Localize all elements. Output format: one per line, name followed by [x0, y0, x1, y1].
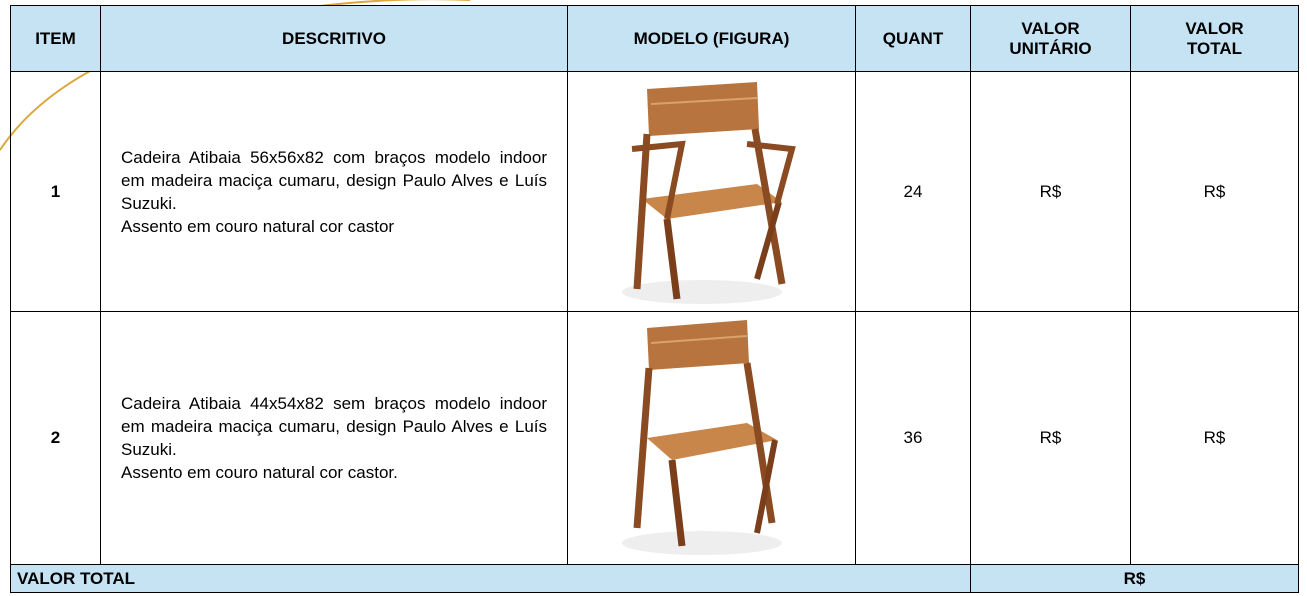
header-cell: VALOR TOTAL	[1130, 5, 1299, 72]
chair-image	[597, 74, 827, 309]
total-value: R$	[1130, 71, 1299, 312]
header-cell: VALOR UNITÁRIO	[970, 5, 1131, 72]
item-row: 1 Cadeira Atibaia 56x56x82 com braços mo…	[10, 71, 1299, 312]
item-number: 2	[10, 311, 101, 565]
total-value: R$	[1130, 311, 1299, 565]
description-note: Assento em couro natural cor castor	[121, 216, 395, 236]
price-table: ITEM DESCRITIVO MODELO (FIGURA) QUANT VA…	[10, 5, 1299, 593]
footer-value: R$	[970, 564, 1299, 593]
header-cell: ITEM	[10, 5, 101, 72]
unit-value: R$	[970, 311, 1131, 565]
quantity: 24	[855, 71, 971, 312]
description-cell: Cadeira Atibaia 56x56x82 com braços mode…	[100, 71, 568, 312]
item-number: 1	[10, 71, 101, 312]
description-cell: Cadeira Atibaia 44x54x82 sem braços mode…	[100, 311, 568, 565]
model-cell	[567, 311, 856, 565]
quantity: 36	[855, 311, 971, 565]
unit-value: R$	[970, 71, 1131, 312]
item-row: 2 Cadeira Atibaia 44x54x82 sem braços mo…	[10, 311, 1299, 565]
footer-row: VALOR TOTAL R$	[10, 564, 1299, 593]
footer-label: VALOR TOTAL	[10, 564, 971, 593]
chair-image	[597, 318, 827, 558]
header-cell: QUANT	[855, 5, 971, 72]
header-cell: DESCRITIVO	[100, 5, 568, 72]
model-cell	[567, 71, 856, 312]
header-cell: MODELO (FIGURA)	[567, 5, 856, 72]
description: Cadeira Atibaia 56x56x82 com braços mode…	[121, 147, 547, 213]
header-row: ITEM DESCRITIVO MODELO (FIGURA) QUANT VA…	[10, 5, 1299, 72]
description: Cadeira Atibaia 44x54x82 sem braços mode…	[121, 394, 547, 459]
description-note: Assento em couro natural cor castor.	[121, 463, 398, 482]
